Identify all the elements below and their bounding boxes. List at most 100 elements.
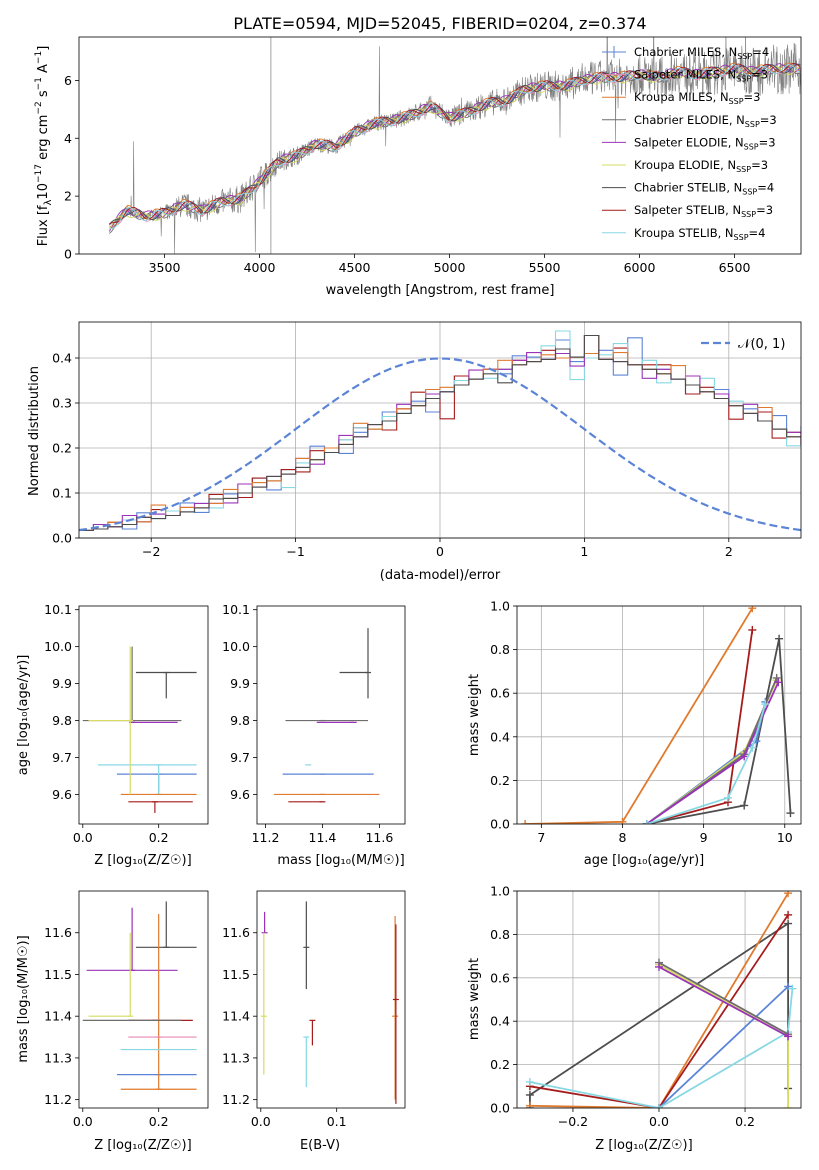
age-z-x-label: Z [log₁₀(Z/Z☉)]	[94, 853, 191, 868]
legend-subscript: SSP	[736, 165, 751, 174]
massweight_vs_age-xtick-label: 8	[619, 830, 627, 845]
spectrum-ytick-label: 2	[64, 189, 72, 204]
residuals-histogram	[79, 330, 801, 531]
age_vs_mass-ytick-label: 9.8	[230, 713, 250, 728]
legend-subscript: SSP	[741, 210, 756, 219]
residuals-plot-area	[79, 330, 801, 532]
age_vs_mass-xtick-label: 11.2	[252, 830, 280, 845]
massweight_vs_Z-ytick-label: 0.4	[490, 1014, 510, 1029]
mass-z-y-label: mass [log₁₀(M/M☉)]	[16, 935, 31, 1062]
mass_vs_EBV-ytick-label: 11.2	[222, 1092, 250, 1107]
mass_vs_Z-xtick-label: 0.2	[149, 1114, 169, 1129]
spectrum-xtick-label: 6500	[719, 260, 751, 275]
mass_vs_EBV-ytick-label: 11.5	[222, 967, 250, 982]
spectrum-model-line	[109, 64, 801, 226]
massweight_vs_Z-xtick-label: −0.2	[558, 1114, 588, 1129]
age_vs_mass-ytick-label: 9.6	[230, 787, 250, 802]
age_vs_Z-ytick-label: 9.7	[52, 750, 72, 765]
mass_vs_EBV-frame	[256, 890, 406, 1109]
residuals-axes: −2 −1 0 1 2 0.0 0.1 0.2 0.3 0.4	[52, 322, 801, 559]
spectrum-model-line	[108, 65, 801, 231]
residuals-legend-label: 𝒩(0, 1)	[738, 337, 785, 352]
residuals-xtick-label: −2	[142, 544, 160, 559]
legend-count: =3	[759, 135, 776, 149]
legend-entry: Salpeter STELIB, NSSP=3	[634, 203, 773, 219]
age_vs_mass-ytick-label: 10.1	[222, 602, 250, 617]
massweight_vs_Z-ytick-label: 0.6	[490, 970, 510, 985]
spectrum-xtick-label: 3500	[149, 260, 181, 275]
massweight_vs_Z-line	[529, 988, 794, 1108]
legend-count: =3	[744, 90, 761, 104]
residuals-xtick-label: 1	[580, 544, 588, 559]
legend-count: =4	[757, 181, 774, 195]
legend-subscript: SSP	[742, 188, 757, 197]
massweight_vs_age-plot-area	[521, 606, 795, 824]
spectrum-xtick-label: 4500	[339, 260, 371, 275]
residuals-frame	[78, 321, 802, 539]
mass_vs_EBV-xtick-label: 0.1	[327, 1114, 347, 1129]
spectrum-y-label: Flux [fλ10−17 erg cm−2 s−1 A−1]	[34, 46, 54, 247]
spectrum-model-line	[109, 63, 801, 232]
massweight_vs_age-line	[646, 703, 767, 824]
legend-count: =3	[751, 158, 768, 172]
mass_vs_Z-ytick-label: 11.4	[44, 1009, 72, 1024]
spectrum-model-line	[109, 64, 801, 234]
age-mass-x-label: mass [log₁₀(M/M☉)]	[277, 853, 404, 868]
spectrum-ytick-label: 6	[64, 73, 72, 88]
mass_vs_Z-axes: 0.0 0.2 11.2 11.3 11.4 11.5 11.6	[44, 925, 168, 1129]
massweight_vs_Z-ytick-label: 0.0	[490, 1101, 510, 1116]
mass_vs_Z-plot-area	[82, 901, 197, 1090]
massweight_vs_Z-ytick-label: 0.2	[490, 1057, 510, 1072]
massweight_vs_age-ytick-label: 0.4	[490, 729, 510, 744]
legend-subscript: SSP	[729, 97, 744, 106]
massweight_vs_Z-xtick-label: 0.0	[649, 1114, 669, 1129]
mass_vs_Z-frame	[78, 890, 209, 1109]
residuals-histogram	[79, 334, 801, 531]
mass_vs_Z-ytick-label: 11.6	[44, 925, 72, 940]
residuals-gaussian-curve	[79, 357, 801, 532]
massweight_vs_Z-frame	[516, 890, 802, 1109]
mass_vs_EBV-ytick-label: 11.6	[222, 925, 250, 940]
legend-subscript: SSP	[744, 142, 759, 151]
residuals-xtick-label: 0	[436, 544, 444, 559]
massweight_vs_age-axes: 7 8 9 10 0.0 0.2 0.4 0.6 0.8 1.0	[490, 599, 801, 845]
age_vs_mass-axes: 11.2 11.4 11.6 9.6 9.7 9.8 9.9 10.0 10.1	[222, 602, 393, 845]
age_vs_mass-xtick-label: 11.4	[309, 830, 337, 845]
age_vs_mass-ytick-label: 9.9	[230, 676, 250, 691]
massweight_vs_Z-axes: −0.2 0.0 0.2 0.0 0.2 0.4 0.6 0.8 1.0	[490, 884, 801, 1129]
spectrum-legend: Chabrier MILES, NSSP=4 Salpeter MILES, NS…	[602, 45, 777, 242]
legend-entry: Kroupa ELODIE, NSSP=3	[634, 158, 768, 174]
massweight_vs_age-ytick-label: 0.8	[490, 642, 510, 657]
spectrum-ytick-label: 4	[64, 131, 72, 146]
figure-title: PLATE=0594, MJD=52045, FIBERID=0204, z=0…	[233, 14, 646, 33]
spectrum-model-line	[109, 62, 801, 225]
age_vs_mass-ytick-label: 9.7	[230, 750, 250, 765]
age_vs_Z-ytick-label: 10.0	[44, 639, 72, 654]
massweight_vs_age-ytick-label: 0.0	[490, 817, 510, 832]
massweight_vs_Z-line	[658, 961, 789, 1035]
residuals-ytick-label: 0.2	[52, 441, 72, 456]
residuals-ytick-label: 0.4	[52, 351, 72, 366]
spectrum-x-label: wavelength [Angstrom, rest frame]	[326, 283, 555, 298]
age_vs_Z-xtick-label: 0.0	[73, 830, 93, 845]
mass-z-x-label: Z [log₁₀(Z/Z☉)]	[94, 1138, 191, 1153]
massweight_vs_Z-line	[529, 921, 789, 1108]
massweight_vs_Z-ytick-label: 0.8	[490, 927, 510, 942]
legend-entry: Chabrier ELODIE, NSSP=3	[634, 113, 777, 129]
massweight_vs_age-ytick-label: 1.0	[490, 599, 510, 614]
spectrum-xtick-label: 4000	[244, 260, 276, 275]
massweight_vs_age-ytick-label: 0.6	[490, 686, 510, 701]
legend-count: =3	[751, 68, 768, 82]
massweight_vs_Z-ytick-label: 1.0	[490, 884, 510, 899]
massweight_vs_age-line	[525, 607, 754, 824]
massweight_vs_age-line	[646, 629, 754, 824]
mass_vs_EBV-ytick-label: 11.4	[222, 1009, 250, 1024]
legend-entry: Chabrier MILES, NSSP=4	[634, 45, 769, 61]
legend-subscript: SSP	[736, 75, 751, 84]
residuals-ytick-label: 0.1	[52, 486, 72, 501]
massweight_vs_Z-line	[658, 966, 789, 1038]
age_vs_mass-frame	[256, 605, 406, 825]
residuals-histogram	[79, 352, 801, 531]
residuals-xtick-label: 2	[725, 544, 733, 559]
